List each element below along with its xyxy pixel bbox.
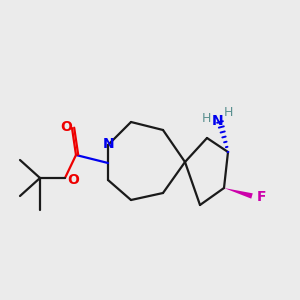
Text: O: O bbox=[67, 173, 79, 187]
Polygon shape bbox=[224, 188, 253, 199]
Text: F: F bbox=[256, 190, 266, 204]
Text: O: O bbox=[60, 120, 72, 134]
Text: N: N bbox=[103, 137, 115, 151]
Text: N: N bbox=[212, 114, 224, 128]
Text: H: H bbox=[201, 112, 211, 125]
Text: H: H bbox=[223, 106, 233, 118]
